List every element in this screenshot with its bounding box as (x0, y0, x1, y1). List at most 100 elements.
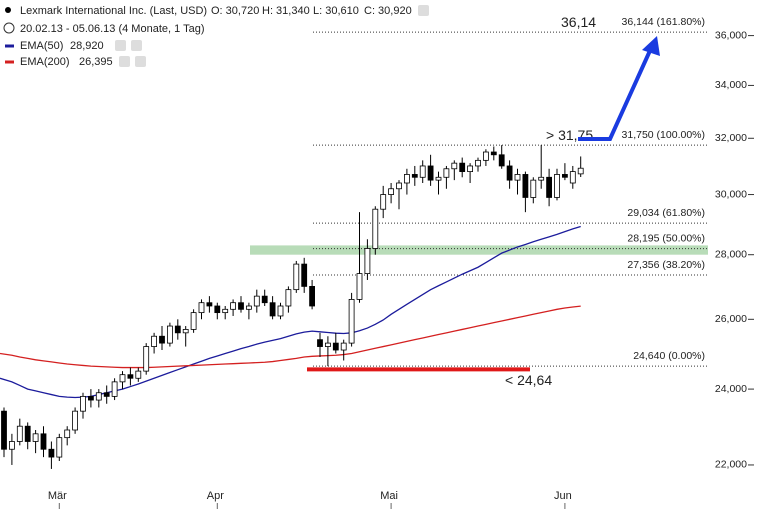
candle-body (427, 165, 434, 181)
clock-icon (3, 22, 15, 34)
candle-body (151, 335, 158, 347)
candle-body (261, 295, 268, 304)
candle-body (403, 174, 410, 184)
candle-body (253, 295, 260, 307)
y-tick-label: 22,000 (715, 459, 747, 471)
candle-body (24, 425, 31, 442)
candle-body (1, 410, 7, 450)
ema-line (0, 305, 581, 369)
candle-body (324, 342, 331, 347)
candle-body (506, 165, 513, 181)
settings-icon[interactable] (119, 56, 130, 67)
candle-body (119, 374, 126, 383)
fib-label: 27,356 (38.20%) (627, 259, 705, 271)
candle-body (364, 248, 371, 274)
candle-body (569, 171, 576, 184)
candle-body (16, 425, 23, 442)
header: Lexmark International Inc. (Last, USD) O… (3, 5, 429, 67)
candle-body (380, 194, 387, 210)
chart-title: Lexmark International Inc. (Last, USD) (20, 5, 207, 17)
candle-body (419, 165, 426, 178)
candle-body (562, 174, 568, 178)
candle-body (538, 176, 545, 181)
legend-name: EMA(50) (20, 40, 63, 52)
settings-icon[interactable] (115, 40, 126, 51)
fib-label: 36,144 (161.80%) (622, 16, 705, 28)
candle-body (482, 151, 489, 161)
fib-label: 24,640 (0.00%) (633, 350, 705, 362)
candle-body (356, 273, 363, 300)
ohlc-low: L: 30,610 (313, 5, 359, 17)
candle-body (174, 325, 181, 334)
candle-body (80, 395, 86, 412)
close-icon[interactable] (135, 56, 146, 67)
candle-body (293, 263, 300, 291)
candle-body (214, 305, 221, 314)
candle-body (143, 346, 150, 372)
target-arrow (578, 43, 655, 141)
candle-body (95, 392, 102, 401)
candle-body (56, 437, 63, 458)
y-tick-label: 30,000 (715, 188, 747, 200)
candle-body (451, 162, 458, 170)
candle-body (48, 448, 55, 458)
y-tick-label: 36,000 (715, 29, 747, 41)
x-tick-label: Mär (48, 490, 67, 502)
candle-body (467, 165, 474, 173)
annotation: 36,14 (561, 14, 596, 30)
legend-name: EMA(200) (20, 56, 70, 68)
y-tick-label: 34,000 (715, 79, 747, 91)
candle-body (182, 329, 189, 334)
candle-body (206, 302, 213, 307)
annotation: < 24,64 (505, 372, 552, 388)
y-tick-label: 26,000 (715, 313, 747, 325)
candle-body (32, 433, 39, 442)
x-tick-label: Jun (554, 490, 572, 502)
candle-body (166, 325, 173, 344)
candle-body (348, 299, 355, 344)
candle-body (285, 289, 292, 307)
candle-body (159, 335, 165, 344)
legend-value: 28,920 (70, 40, 104, 52)
candle-body (198, 302, 205, 314)
candle-body (332, 342, 339, 351)
close-icon[interactable] (131, 40, 142, 51)
plot-area: 36,144 (161.80%) 31,750 (100.00%) 29,034 (… (0, 14, 754, 509)
candle-body (40, 433, 47, 450)
x-tick-label: Apr (207, 490, 224, 502)
candle-body (388, 188, 395, 195)
candle-body (111, 381, 118, 397)
candle-body (577, 167, 584, 175)
ohlc-close: C: 30,920 (364, 5, 412, 17)
ohlc-open: O: 30,720 (211, 5, 259, 17)
fib-label: 29,034 (61.80%) (627, 207, 705, 219)
candle-body (514, 174, 521, 181)
candle-body (103, 392, 110, 397)
period: 20.02.13 - 05.06.13 (4 Monate, 1 Tag) (20, 23, 204, 35)
candle-body (72, 410, 78, 431)
candle-body (190, 312, 197, 330)
candle-body (435, 176, 442, 181)
fib-label: 31,750 (100.00%) (622, 129, 705, 141)
legend-value: 26,395 (79, 56, 113, 68)
candle-body (64, 429, 71, 439)
candle-body (498, 154, 505, 167)
candle-body (411, 174, 418, 178)
candle-body (88, 395, 94, 401)
candle-body (238, 302, 244, 310)
candle-body (309, 286, 316, 307)
candle-body (135, 370, 142, 379)
candle-body (459, 162, 466, 173)
candle-body (222, 308, 229, 314)
y-tick-label: 28,000 (715, 248, 747, 260)
candle-body (475, 159, 481, 167)
candle-body (301, 263, 308, 287)
y-tick-label: 32,000 (715, 132, 747, 144)
candle-body (245, 305, 252, 310)
fib-label: 28,195 (50.00%) (627, 232, 705, 244)
settings-icon[interactable] (418, 5, 429, 16)
candle-body (490, 151, 497, 156)
candle-body (127, 374, 134, 379)
arrow-head (642, 36, 660, 56)
candle-body (530, 179, 537, 198)
